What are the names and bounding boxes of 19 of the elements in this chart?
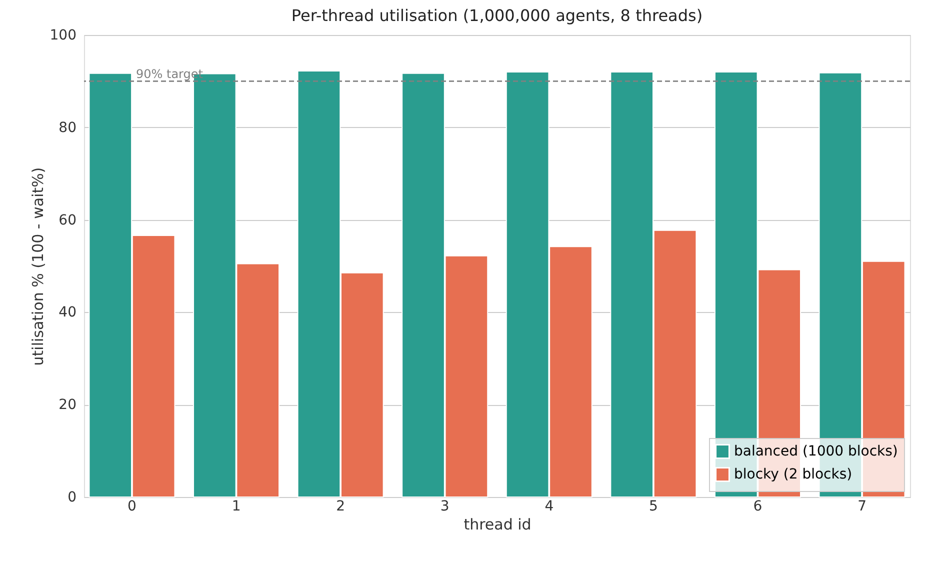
x-axis-title: thread id [464,516,532,534]
y-tick-label: 40 [58,304,76,321]
chart-title: Per-thread utilisation (1,000,000 agents, 8 threads) [291,6,703,25]
x-tick-label: 3 [440,498,450,514]
y-tick-label: 60 [58,212,76,228]
ref-line-label: 90% target [136,67,204,82]
y-axis-title: utilisation % (100 - wait%) [28,167,47,366]
y-tick-label: 20 [58,397,76,414]
legend-label: blocky (2 blocks) [734,466,852,482]
x-tick-label: 1 [232,498,241,514]
y-tick-label: 80 [58,120,76,136]
x-tick-label: 0 [128,498,136,514]
legend-label: balanced (1000 blocks) [734,444,898,460]
x-tick-label: 6 [753,498,762,514]
y-tick-label: 100 [50,28,76,44]
x-tick-label: 2 [336,498,346,514]
x-tick-label: 7 [858,498,866,514]
x-tick-label: 5 [648,498,658,514]
x-tick-label: 4 [544,498,554,514]
